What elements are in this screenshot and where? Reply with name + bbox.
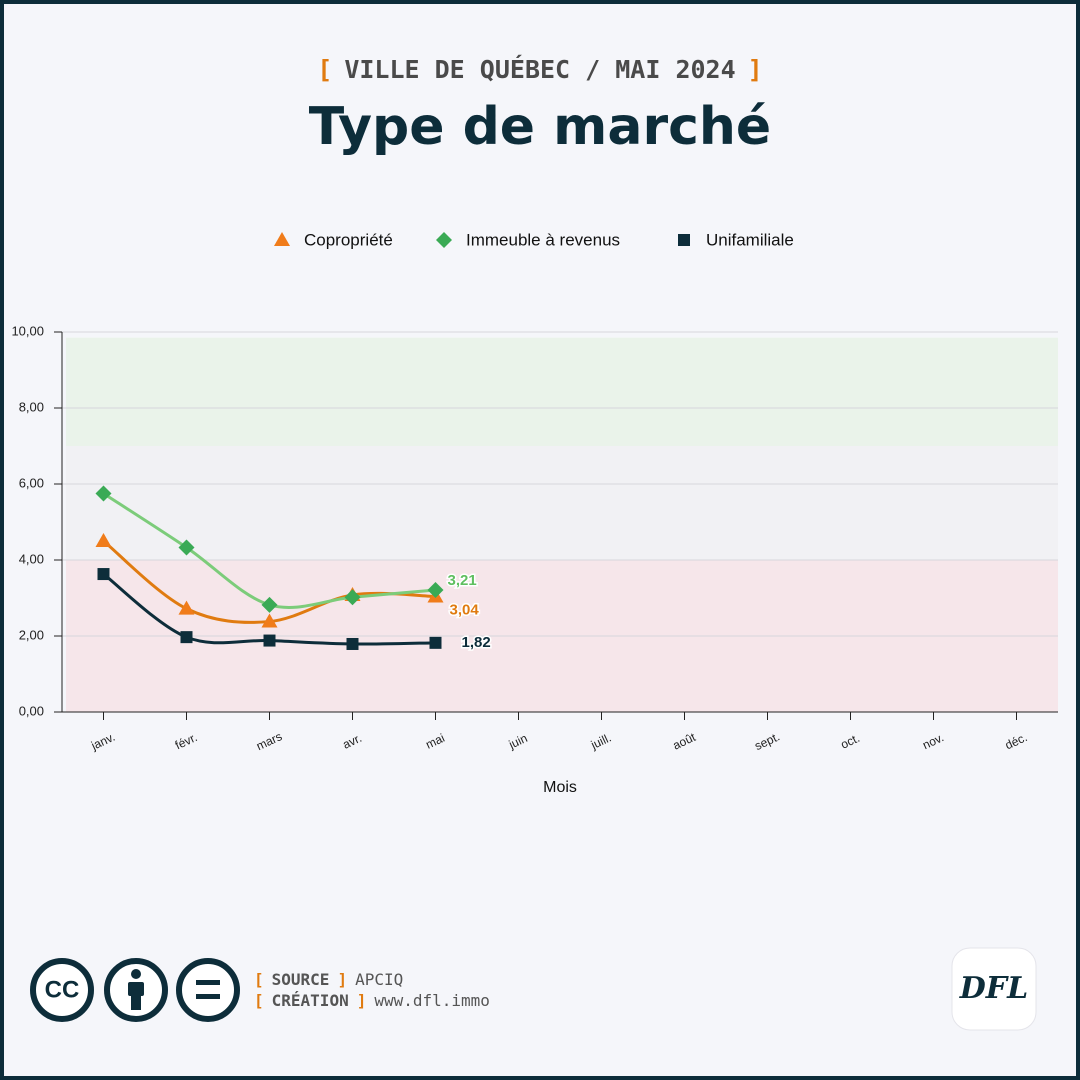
source-line: [ SOURCE] APCIQ (254, 970, 403, 989)
marker (97, 568, 110, 581)
marker (95, 485, 112, 502)
legend-label: Unifamiliale (706, 230, 794, 249)
logo-box (951, 947, 1037, 1031)
marker (427, 582, 444, 599)
label: CRÉATION (272, 991, 349, 1010)
marker (178, 600, 195, 615)
marker (261, 596, 278, 613)
y-tick-label: 8,00 (19, 399, 44, 414)
bracket: [ (317, 55, 332, 84)
marker (346, 637, 359, 650)
by-legs (131, 994, 141, 1010)
creation-line: [ CRÉATION] www.dfl.immo (254, 991, 490, 1010)
marker (274, 232, 290, 246)
bracket: ] (748, 55, 763, 84)
value-label: 3,21 (448, 572, 477, 589)
kicker: [ VILLE DE QUÉBEC / MAI 2024] (317, 55, 762, 84)
marker (178, 539, 195, 556)
nd-icon (176, 958, 240, 1022)
bracket: [ (254, 970, 264, 989)
legend-item: Unifamiliale (678, 230, 794, 249)
value: APCIQ (355, 970, 403, 989)
marker (429, 636, 442, 649)
cc-text: CC (45, 976, 80, 1003)
nd-bar (196, 980, 220, 985)
value-label: 3,04 (450, 601, 480, 618)
marker (261, 613, 278, 628)
y-tick-label: 0,00 (19, 703, 44, 718)
bracket: [ (254, 991, 264, 1010)
by-body (128, 982, 144, 996)
marker (180, 631, 193, 644)
bracket: ] (357, 991, 367, 1010)
zone (66, 337, 1058, 446)
by-head (131, 969, 141, 979)
legend-item: Immeuble à revenus (436, 230, 620, 249)
kicker-text: VILLE DE QUÉBEC / MAI 2024 (344, 55, 735, 84)
zone (66, 446, 1058, 560)
license-icons: CC (30, 958, 240, 1022)
label: SOURCE (272, 970, 330, 989)
x-axis-label: Mois (543, 779, 577, 796)
marker (344, 589, 361, 606)
y-tick-label: 10,00 (11, 323, 44, 338)
y-tick-label: 2,00 (19, 627, 44, 642)
legend-item: Copropriété (274, 230, 393, 249)
nd-bar (196, 994, 220, 999)
value-label: 1,82 (462, 634, 491, 651)
title: Type de marché (309, 97, 771, 157)
logo: DFL (959, 971, 1028, 1006)
cc-icon (30, 958, 94, 1022)
value: www.dfl.immo (374, 991, 490, 1010)
y-tick-label: 4,00 (19, 551, 44, 566)
legend-label: Immeuble à revenus (466, 230, 620, 249)
marker (95, 533, 112, 547)
bracket: ] (337, 970, 347, 989)
legend-label: Copropriété (304, 230, 393, 249)
marker (678, 234, 690, 246)
marker (263, 634, 276, 647)
marker (436, 232, 452, 248)
y-tick-label: 6,00 (19, 475, 44, 490)
